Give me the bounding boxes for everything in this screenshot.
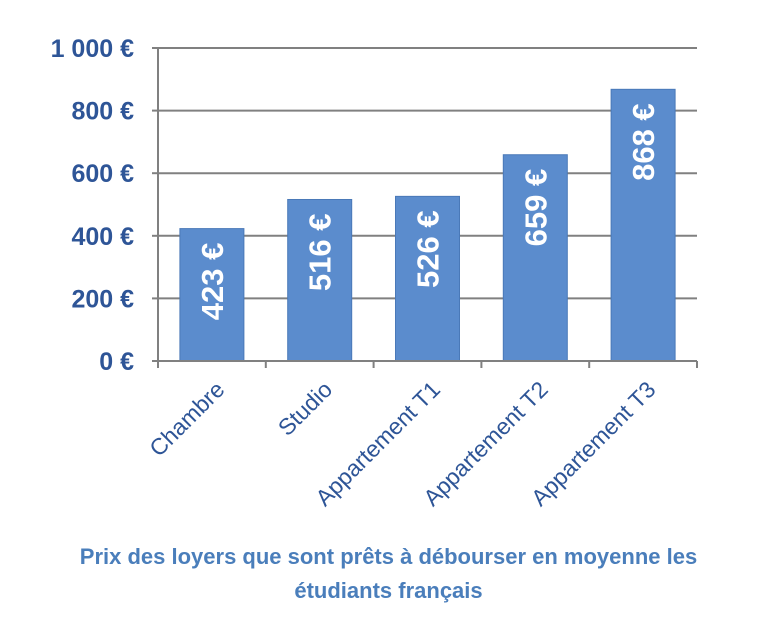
data-label: 659 € bbox=[518, 169, 553, 247]
y-axis-tick-labels: 0 € 200 € 400 € 600 € 800 € 1 000 € bbox=[51, 35, 135, 376]
data-labels: 423 € 516 € 526 € 659 € 868 € bbox=[195, 103, 661, 320]
y-tick-label: 600 € bbox=[71, 160, 134, 188]
x-tick-label: Studio bbox=[273, 376, 338, 441]
y-tick-label: 200 € bbox=[71, 285, 134, 313]
bar-chambre bbox=[179, 228, 245, 362]
data-label: 526 € bbox=[411, 210, 446, 288]
bar-chart: 0 € 200 € 400 € 600 € 800 € 1 000 € Chambre St… bbox=[51, 35, 698, 511]
gridlines bbox=[158, 47, 697, 300]
data-label: 868 € bbox=[626, 103, 661, 181]
x-tick-label: Chambre bbox=[144, 376, 229, 461]
y-tick-label: 1 000 € bbox=[51, 35, 135, 63]
chart-title-line-1: Prix des loyers que sont prêts à débours… bbox=[79, 544, 698, 569]
chart-title-line-2: étudiants français bbox=[294, 578, 483, 603]
y-tick-label: 0 € bbox=[99, 348, 134, 376]
bar-appartement-t3 bbox=[610, 88, 676, 362]
bars bbox=[179, 88, 676, 362]
y-tick-label: 400 € bbox=[71, 223, 134, 251]
bar-appartement-t2 bbox=[502, 154, 568, 362]
data-label: 423 € bbox=[195, 243, 230, 321]
y-tick-label: 800 € bbox=[71, 98, 134, 126]
bar-appartement-t1 bbox=[395, 195, 460, 362]
axes bbox=[152, 47, 698, 368]
chart-title: Prix des loyers que sont prêts à débours… bbox=[0, 540, 777, 608]
data-label: 516 € bbox=[303, 213, 338, 291]
